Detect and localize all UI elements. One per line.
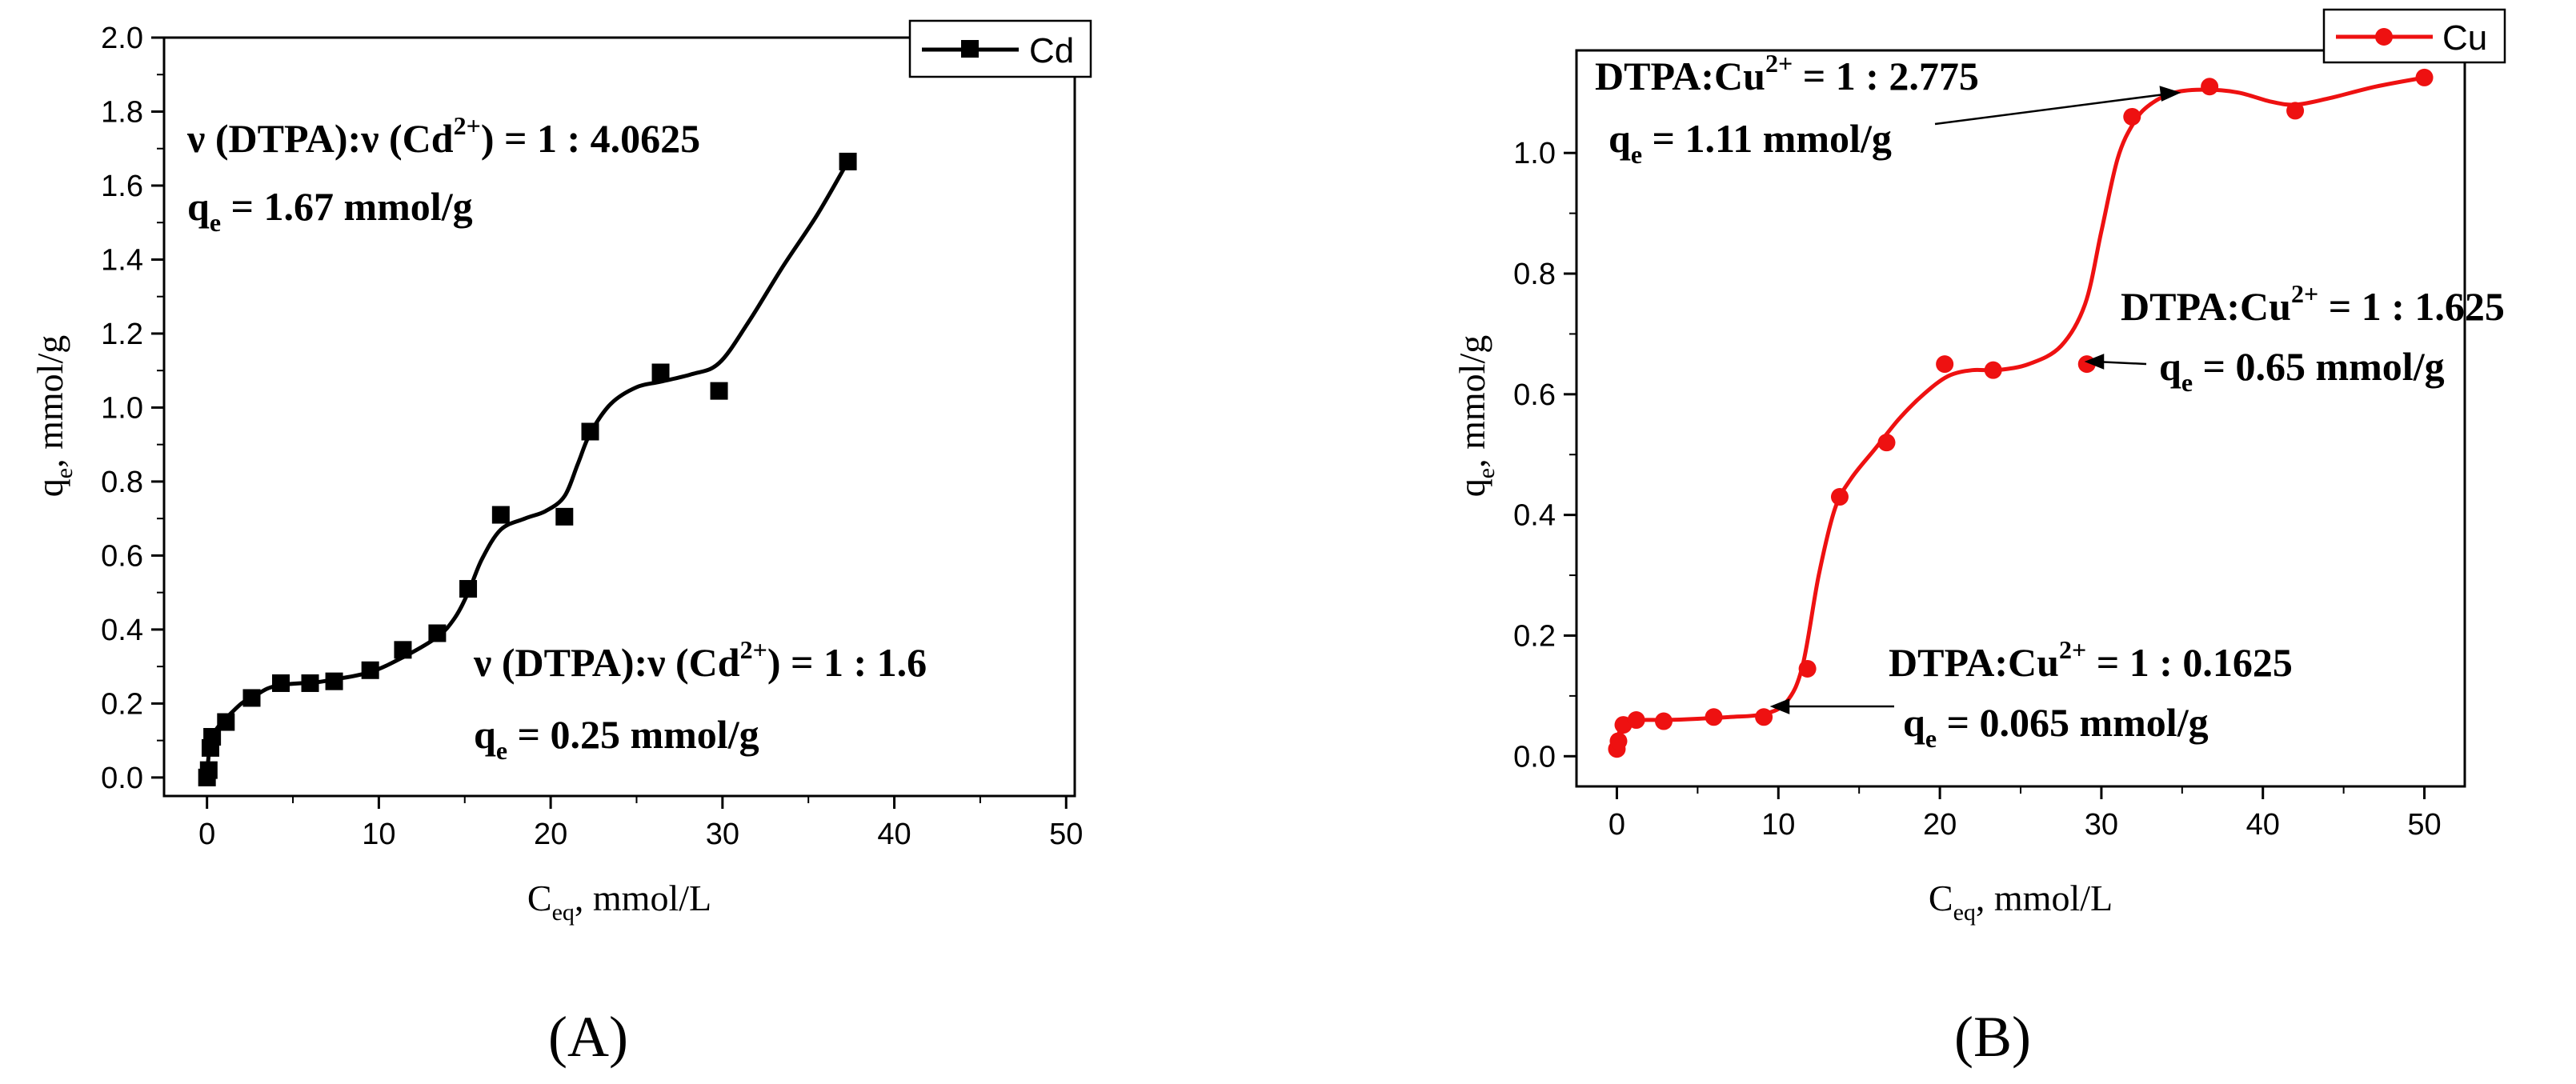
x-tick-label: 30 bbox=[706, 818, 739, 851]
data-points-cu bbox=[1608, 68, 2434, 758]
data-point-cd bbox=[710, 382, 728, 400]
x-tick-label: 40 bbox=[2246, 808, 2280, 842]
panel-a: 0 10 20 30 40 50 0.0 0.2 0.4 0.6 0.8 1.0 1.2 1.4 1.6 1… bbox=[30, 19, 1092, 1069]
data-point-cd bbox=[459, 580, 478, 598]
data-point-cd bbox=[242, 689, 261, 707]
annotation-b-low-line2: qe = 0.065 mmol/g bbox=[1903, 700, 2209, 753]
data-point-cu bbox=[1627, 711, 1645, 730]
data-point-cd bbox=[651, 363, 670, 382]
data-point-cu bbox=[1798, 659, 1817, 678]
x-tick-label: 0 bbox=[1608, 808, 1625, 842]
annotation-b-top-line1: DTPA:Cu2+ = 1 : 2.775 bbox=[1595, 49, 1979, 98]
x-tick-label: 50 bbox=[2407, 808, 2441, 842]
y-tick-label: 0.0 bbox=[1513, 740, 1556, 774]
x-tick-label: 10 bbox=[362, 818, 395, 851]
x-tick-label: 30 bbox=[2085, 808, 2118, 842]
panel-b: 0 10 20 30 40 50 0.0 0.2 0.4 0.6 0.8 1.0 Ceq, mmol… bbox=[1452, 8, 2506, 1069]
y-tick-label: 1.6 bbox=[101, 170, 143, 203]
x-ticks-b: 0 10 20 30 40 50 bbox=[1608, 786, 2442, 842]
data-point-cd bbox=[325, 672, 343, 690]
x-tick-label: 40 bbox=[877, 818, 911, 851]
annotation-b-mid-line2: qe = 0.65 mmol/g bbox=[2159, 344, 2445, 397]
data-point-cd bbox=[361, 661, 379, 679]
y-tick-label: 0.0 bbox=[101, 762, 143, 795]
x-tick-label: 10 bbox=[1761, 808, 1795, 842]
data-point-cd bbox=[491, 506, 510, 524]
data-point-cd bbox=[301, 674, 319, 692]
y-tick-label: 0.2 bbox=[1513, 619, 1556, 653]
data-point-cu bbox=[2123, 107, 2141, 126]
data-point-cu bbox=[2286, 102, 2305, 120]
data-point-cu bbox=[1830, 488, 1849, 506]
data-point-cd bbox=[203, 728, 222, 746]
annotation-a-low-line2: qe = 0.25 mmol/g bbox=[474, 712, 759, 765]
annotation-b-low-line1: DTPA:Cu2+ = 1 : 0.1625 bbox=[1889, 635, 2293, 685]
data-point-cd bbox=[217, 713, 235, 731]
data-point-cu bbox=[1609, 732, 1628, 750]
y-tick-label: 1.0 bbox=[101, 391, 143, 425]
data-point-cu bbox=[1984, 361, 2002, 379]
y-axis-title-a: qe, mmol/g bbox=[30, 335, 78, 497]
legend-b: Cu bbox=[2322, 8, 2506, 64]
x-tick-label: 50 bbox=[1049, 818, 1083, 851]
data-point-cu bbox=[1705, 708, 1723, 726]
legend-marker-cu bbox=[2375, 28, 2393, 46]
y-ticks-b: 0.0 0.2 0.4 0.6 0.8 1.0 bbox=[1513, 137, 1576, 774]
data-point-cu bbox=[1936, 355, 1954, 374]
annotation-b-mid-line1: DTPA:Cu2+ = 1 : 1.625 bbox=[2121, 279, 2505, 329]
annotation-arrows-b bbox=[1769, 86, 2181, 714]
y-tick-label: 0.2 bbox=[101, 687, 143, 721]
annotation-b-top-line2: qe = 1.11 mmol/g bbox=[1608, 116, 1892, 169]
annotation-a-high-line2: qe = 1.67 mmol/g bbox=[187, 184, 473, 237]
y-tick-label: 1.4 bbox=[101, 243, 143, 277]
data-point-cd bbox=[394, 641, 412, 659]
plot-frame-a bbox=[162, 36, 1076, 798]
data-point-cd bbox=[272, 674, 290, 692]
y-axis-title-b: qe, mmol/g bbox=[1452, 335, 1500, 497]
y-ticks-a: 0.0 0.2 0.4 0.6 0.8 1.0 1.2 1.4 1.6 1.8 2.0 bbox=[101, 22, 164, 795]
data-points-cd bbox=[198, 152, 857, 786]
arrow-top-head bbox=[2159, 86, 2181, 102]
y-tick-label: 2.0 bbox=[101, 22, 143, 55]
data-point-cu bbox=[2415, 68, 2434, 86]
y-tick-label: 1.2 bbox=[101, 318, 143, 351]
x-axis-title-a: Ceq, mmol/L bbox=[527, 878, 711, 926]
x-tick-label: 20 bbox=[1923, 808, 1957, 842]
y-tick-label: 0.6 bbox=[101, 539, 143, 573]
panel-label-a: (A) bbox=[548, 1005, 628, 1069]
y-tick-label: 0.8 bbox=[1513, 258, 1556, 291]
y-tick-label: 0.4 bbox=[1513, 499, 1556, 533]
arrow-mid-head bbox=[2084, 354, 2105, 370]
y-tick-label: 0.4 bbox=[101, 614, 143, 647]
x-tick-label: 0 bbox=[198, 818, 215, 851]
legend-a: Cd bbox=[908, 19, 1092, 78]
y-tick-label: 1.8 bbox=[101, 95, 143, 129]
data-point-cu bbox=[1755, 708, 1773, 726]
arrow-low-head bbox=[1769, 698, 1790, 714]
data-point-cu bbox=[2201, 78, 2219, 96]
x-tick-label: 20 bbox=[534, 818, 567, 851]
y-tick-label: 0.8 bbox=[101, 466, 143, 499]
y-tick-label: 1.0 bbox=[1513, 137, 1556, 170]
panel-label-b: (B) bbox=[1954, 1005, 2031, 1069]
data-point-cd bbox=[581, 422, 599, 441]
legend-label-cd: Cd bbox=[1029, 31, 1074, 70]
x-axis-title-b: Ceq, mmol/L bbox=[1929, 878, 2113, 926]
x-ticks-a: 0 10 20 30 40 50 bbox=[198, 796, 1083, 851]
y-tick-label: 0.6 bbox=[1513, 378, 1556, 412]
data-point-cu bbox=[1654, 712, 1673, 730]
legend-marker-cd bbox=[961, 40, 979, 58]
data-point-cd bbox=[839, 152, 857, 170]
annotation-a-low-line1: ν (DTPA):ν (Cd2+) = 1 : 1.6 bbox=[473, 635, 927, 685]
data-point-cd bbox=[555, 507, 574, 526]
data-point-cd bbox=[199, 761, 218, 779]
annotation-a-high-line1: ν (DTPA):ν (Cd2+) = 1 : 4.0625 bbox=[186, 111, 700, 161]
legend-label-cu: Cu bbox=[2442, 18, 2487, 58]
data-point-cd bbox=[428, 624, 447, 642]
fit-curve-cu bbox=[1615, 75, 2425, 739]
data-point-cu bbox=[1877, 434, 1896, 452]
arrow-top-shaft bbox=[1934, 92, 2171, 126]
